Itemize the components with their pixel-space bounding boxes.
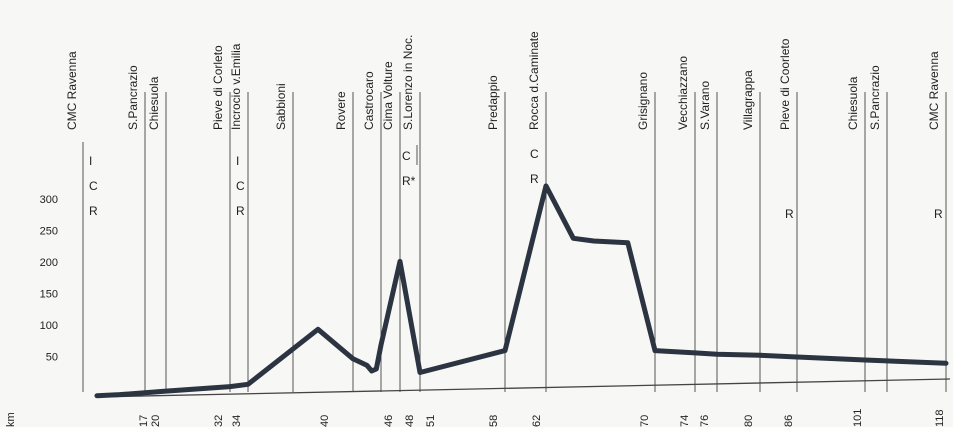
km-label: 70 <box>639 415 651 427</box>
y-tick-label: 50 <box>46 352 58 364</box>
town-label: Grisignano <box>636 72 650 130</box>
town-label: S.Varano <box>698 81 712 130</box>
km-label: 58 <box>488 415 500 427</box>
town-label: CMC Ravenna <box>927 51 941 130</box>
town-label: Cima Volture <box>381 61 395 130</box>
y-axis: 50 100 150 200 250 300 <box>40 194 58 364</box>
stop-marker: C <box>89 179 98 193</box>
town-label: Villagrappa <box>741 70 755 130</box>
stop-marker: R <box>236 204 245 218</box>
stop-marker: R <box>89 204 98 218</box>
y-tick-label: 250 <box>40 226 58 238</box>
km-label: 101 <box>852 409 864 427</box>
stop-marker: R <box>934 207 943 221</box>
stop-marker: C <box>530 147 539 161</box>
town-label: Rovere <box>334 91 348 130</box>
y-tick-label: 300 <box>40 194 58 206</box>
km-label: 74 <box>679 415 691 427</box>
town-label: CMC Ravenna <box>65 51 79 130</box>
km-label: 20 <box>150 415 162 427</box>
km-label: 80 <box>743 415 755 427</box>
km-label: 118 <box>934 409 946 427</box>
elevation-line <box>94 183 949 399</box>
town-label: Rocca d.Caminate <box>527 31 541 130</box>
km-label: 48 <box>404 415 416 427</box>
town-lines <box>82 92 947 392</box>
town-label: Chiesuola <box>846 76 860 130</box>
y-tick-label: 100 <box>40 320 58 332</box>
town-label: Pieve di Corleto <box>211 45 225 130</box>
stop-marker: C <box>236 179 245 193</box>
town-label: S.Pancrazio <box>126 65 140 130</box>
town-label: Vecchiazzano <box>676 56 690 130</box>
stop-marker: R <box>530 172 539 186</box>
town-label: S.Pancrazio <box>868 65 882 130</box>
town-label: S.Lorenzo in Noc. <box>401 35 415 130</box>
km-label: 46 <box>383 415 395 427</box>
km-label: 17 <box>138 415 150 427</box>
stop-marker: I <box>89 154 92 168</box>
y-tick-label: 200 <box>40 257 58 269</box>
town-label: Incrocio v.Emilia <box>229 43 243 130</box>
km-label: 40 <box>319 415 331 427</box>
town-label: Pieve di Coorleto <box>778 38 792 130</box>
x-axis-unit: km <box>5 412 17 427</box>
y-tick-label: 150 <box>40 289 58 301</box>
town-label: Sabbioni <box>274 83 288 130</box>
town-label: Castrocaro <box>362 71 376 130</box>
town-label: Predappio <box>486 75 500 130</box>
km-label: 62 <box>531 415 543 427</box>
baseline <box>94 378 951 398</box>
km-labels: 17 20 32 34 40 46 48 51 58 62 70 74 76 80 86 101 118 <box>138 409 946 427</box>
stop-marker: R* <box>402 174 416 188</box>
stop-marker: I <box>236 154 239 168</box>
stop-marker: C <box>402 149 411 163</box>
km-label: 32 <box>213 415 225 427</box>
town-label: Chiesuola <box>147 76 161 130</box>
km-label: 86 <box>783 415 795 427</box>
stop-marker: R <box>785 207 794 221</box>
km-label: 51 <box>425 415 437 427</box>
km-label: 34 <box>231 415 243 427</box>
town-labels: CMC Ravenna S.Pancrazio Chiesuola Pieve di … <box>65 31 941 130</box>
km-label: 76 <box>699 415 711 427</box>
